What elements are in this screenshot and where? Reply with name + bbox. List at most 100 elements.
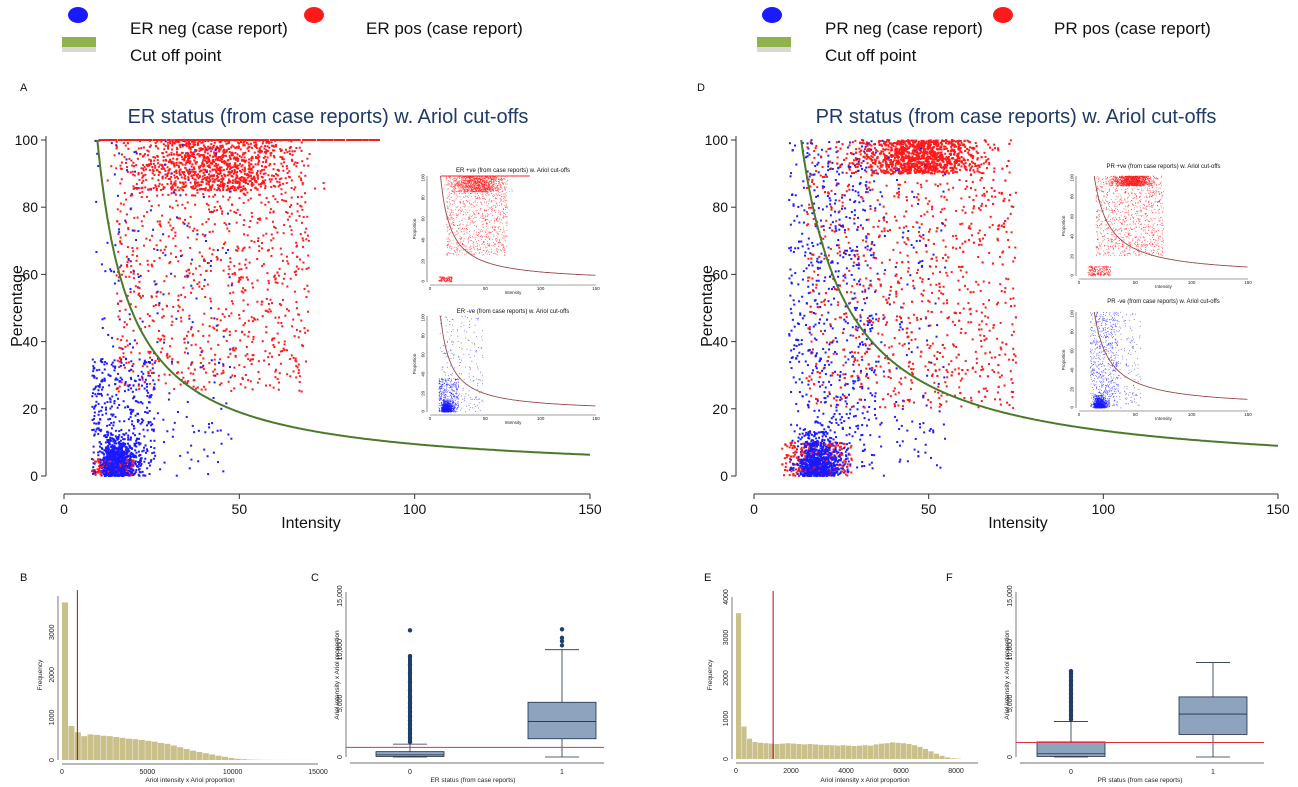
data-point: [172, 191, 175, 194]
data-point: [114, 378, 117, 381]
data-point: [323, 187, 326, 190]
data-point: [235, 139, 238, 141]
inset-point: [501, 205, 503, 207]
data-point: [177, 304, 180, 307]
data-point: [108, 454, 111, 457]
inset-point: [489, 179, 491, 181]
data-point: [234, 162, 237, 165]
inset-point: [464, 212, 466, 214]
data-point: [197, 143, 200, 146]
data-point: [216, 168, 219, 171]
data-point: [188, 154, 191, 157]
data-point: [191, 321, 194, 324]
data-point: [98, 460, 101, 463]
data-point: [170, 172, 173, 175]
data-point: [267, 282, 270, 285]
inset-point: [446, 238, 448, 240]
data-point: [207, 145, 210, 148]
data-point: [218, 141, 221, 144]
data-point: [222, 269, 225, 272]
data-point: [134, 285, 137, 288]
data-point: [124, 382, 127, 385]
data-point: [115, 448, 118, 451]
data-point: [190, 458, 193, 461]
data-point: [138, 352, 141, 355]
data-point: [119, 139, 122, 141]
inset-point: [492, 205, 494, 207]
data-point: [272, 344, 275, 347]
data-point: [218, 139, 221, 141]
data-point: [102, 452, 105, 455]
inset-point: [496, 190, 498, 192]
inset-point: [453, 242, 455, 244]
data-point: [112, 467, 115, 470]
data-point: [257, 163, 260, 166]
data-point: [231, 182, 234, 185]
data-point: [91, 429, 94, 432]
inset-point: [502, 208, 504, 209]
data-point: [214, 158, 217, 161]
data-point: [223, 151, 226, 154]
data-point: [227, 284, 230, 287]
data-point: [158, 257, 161, 260]
data-point: [216, 318, 219, 321]
data-point: [253, 240, 256, 243]
data-point: [126, 454, 129, 457]
data-point: [93, 470, 96, 473]
data-point: [173, 275, 176, 278]
data-point: [109, 407, 112, 410]
data-point: [129, 139, 132, 141]
data-point: [194, 149, 197, 152]
data-point: [110, 270, 113, 273]
data-point: [113, 139, 116, 141]
data-point: [240, 268, 243, 271]
data-point: [161, 308, 164, 311]
data-point: [213, 180, 216, 183]
data-point: [154, 139, 157, 141]
data-point: [153, 248, 156, 251]
data-point: [219, 139, 222, 141]
data-point: [119, 451, 122, 454]
data-point: [142, 372, 145, 375]
data-point: [197, 330, 200, 333]
data-point: [230, 166, 233, 169]
data-point: [243, 233, 246, 236]
data-point: [108, 462, 111, 465]
data-point: [262, 263, 265, 266]
data-point: [321, 139, 324, 141]
data-point: [104, 441, 107, 444]
data-point: [271, 337, 274, 340]
inset-point: [504, 254, 506, 256]
inset-point: [502, 178, 504, 179]
data-point: [286, 139, 289, 141]
data-point: [211, 422, 214, 425]
data-point: [277, 185, 280, 188]
data-point: [104, 270, 107, 273]
data-point: [278, 353, 281, 356]
inset-point: [451, 186, 453, 188]
data-point: [296, 366, 299, 369]
inset-point: [483, 198, 485, 200]
data-point: [98, 469, 101, 472]
cutoff-legend-swatch: [62, 37, 96, 47]
data-point: [225, 189, 228, 192]
data-point: [233, 189, 236, 192]
data-point: [100, 380, 103, 383]
data-point: [279, 150, 282, 153]
data-point: [176, 411, 179, 414]
data-point: [140, 172, 143, 175]
data-point: [200, 153, 203, 156]
data-point: [276, 200, 279, 203]
data-point: [239, 139, 242, 141]
data-point: [375, 139, 378, 141]
inset-point: [500, 244, 502, 246]
inset-point: [485, 189, 486, 191]
data-point: [233, 139, 236, 141]
data-point: [179, 181, 182, 184]
data-point: [136, 437, 139, 440]
data-point: [272, 237, 275, 240]
inset-point: [465, 178, 467, 179]
data-point: [180, 320, 183, 323]
data-point: [196, 189, 199, 192]
data-point: [210, 307, 213, 310]
